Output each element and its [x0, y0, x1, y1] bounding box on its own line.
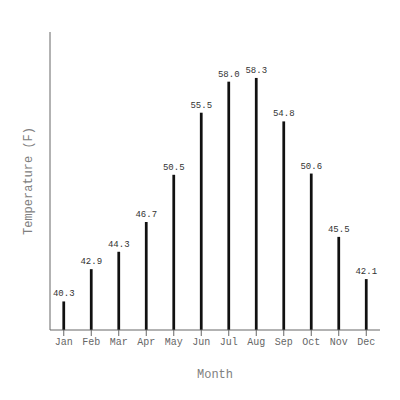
svg-text:45.5: 45.5	[328, 225, 350, 235]
svg-text:Apr: Apr	[137, 337, 155, 348]
svg-text:50.6: 50.6	[300, 162, 322, 172]
svg-text:Mar: Mar	[110, 337, 128, 348]
svg-text:58.0: 58.0	[218, 70, 240, 80]
svg-text:44.3: 44.3	[108, 240, 130, 250]
svg-text:Jul: Jul	[220, 337, 238, 348]
svg-text:Temperature (F): Temperature (F)	[22, 127, 36, 235]
svg-text:42.1: 42.1	[355, 267, 377, 277]
svg-text:Nov: Nov	[330, 337, 348, 348]
svg-text:Feb: Feb	[82, 337, 100, 348]
svg-text:Sep: Sep	[275, 337, 293, 348]
svg-text:55.5: 55.5	[190, 101, 212, 111]
svg-text:54.8: 54.8	[273, 109, 295, 119]
svg-text:Month: Month	[197, 368, 233, 382]
svg-text:May: May	[165, 337, 183, 348]
svg-text:Dec: Dec	[357, 337, 375, 348]
svg-text:42.9: 42.9	[80, 257, 102, 267]
svg-text:Oct: Oct	[302, 337, 320, 348]
svg-text:Jun: Jun	[192, 337, 210, 348]
svg-text:Jan: Jan	[55, 337, 73, 348]
svg-text:Aug: Aug	[247, 337, 265, 348]
svg-text:40.3: 40.3	[53, 289, 75, 299]
svg-text:50.5: 50.5	[163, 163, 185, 173]
svg-text:46.7: 46.7	[135, 210, 157, 220]
svg-text:58.3: 58.3	[245, 66, 267, 76]
